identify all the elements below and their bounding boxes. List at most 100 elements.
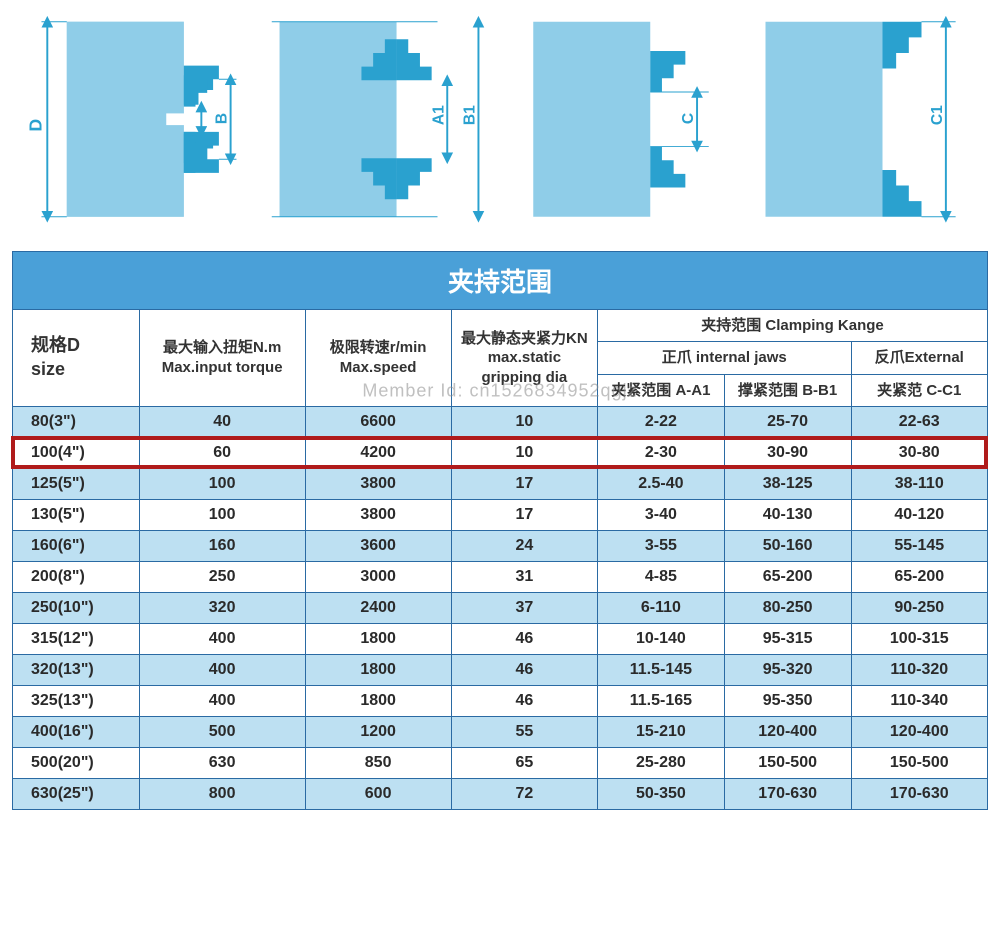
col-aa1: 夹紧范围 A-A1: [598, 374, 725, 407]
table-row: 80(3")406600102-2225-7022-63: [13, 407, 988, 438]
cell-size: 125(5"): [13, 469, 140, 500]
cell-size: 80(3"): [13, 407, 140, 438]
svg-text:A1: A1: [430, 105, 447, 125]
svg-text:D: D: [25, 119, 45, 132]
cell-speed: 6600: [305, 407, 451, 438]
cell-bb1: 95-350: [724, 686, 851, 717]
cell-size: 320(13"): [13, 655, 140, 686]
table-row: 250(10")3202400376-11080-25090-250: [13, 593, 988, 624]
cell-grip: 31: [451, 562, 597, 593]
cell-cc1: 30-80: [851, 438, 988, 469]
cell-grip: 10: [451, 438, 597, 469]
cell-torque: 160: [139, 531, 305, 562]
cell-torque: 100: [139, 500, 305, 531]
diagram-c1: C1: [746, 12, 980, 227]
cell-torque: 400: [139, 686, 305, 717]
cell-grip: 37: [451, 593, 597, 624]
cell-grip: 10: [451, 407, 597, 438]
cell-aa1: 50-350: [598, 779, 725, 810]
table-row: 315(12")40018004610-14095-315100-315: [13, 624, 988, 655]
table-row: 160(6")1603600243-5550-16055-145: [13, 531, 988, 562]
cell-bb1: 65-200: [724, 562, 851, 593]
svg-text:C: C: [680, 113, 697, 124]
cell-torque: 400: [139, 624, 305, 655]
col-size: 规格D size: [13, 309, 140, 407]
cell-aa1: 2-30: [598, 438, 725, 469]
diagram-d-a-b: D A B: [20, 12, 254, 227]
table-row: 500(20")6308506525-280150-500150-500: [13, 748, 988, 779]
cell-bb1: 25-70: [724, 407, 851, 438]
cell-torque: 500: [139, 717, 305, 748]
col-grip: 最大静态夹紧力KN max.static gripping dia: [451, 309, 597, 407]
cell-speed: 1800: [305, 655, 451, 686]
cell-cc1: 100-315: [851, 624, 988, 655]
col-internal: 正爪 internal jaws: [598, 342, 852, 375]
diagram-a1-b1: A1 B1: [262, 12, 496, 227]
table-row: 130(5")1003800173-4040-13040-120: [13, 500, 988, 531]
spec-table-wrap: Member Id: cn1526834952qgjz 夹持范围 规格D siz…: [12, 251, 988, 811]
cell-aa1: 4-85: [598, 562, 725, 593]
cell-size: 160(6"): [13, 531, 140, 562]
svg-text:B: B: [214, 113, 231, 124]
cell-bb1: 170-630: [724, 779, 851, 810]
cell-cc1: 110-320: [851, 655, 988, 686]
col-speed: 极限转速r/min Max.speed: [305, 309, 451, 407]
cell-aa1: 15-210: [598, 717, 725, 748]
cell-speed: 1800: [305, 624, 451, 655]
cell-size: 325(13"): [13, 686, 140, 717]
cell-torque: 630: [139, 748, 305, 779]
svg-text:A: A: [185, 134, 200, 144]
cell-bb1: 38-125: [724, 469, 851, 500]
cell-size: 630(25"): [13, 779, 140, 810]
cell-grip: 17: [451, 500, 597, 531]
table-row: 325(13")40018004611.5-16595-350110-340: [13, 686, 988, 717]
table-row: 320(13")40018004611.5-14595-320110-320: [13, 655, 988, 686]
cell-bb1: 150-500: [724, 748, 851, 779]
cell-aa1: 10-140: [598, 624, 725, 655]
cell-size: 315(12"): [13, 624, 140, 655]
cell-grip: 55: [451, 717, 597, 748]
cell-cc1: 90-250: [851, 593, 988, 624]
svg-text:B1: B1: [462, 105, 479, 125]
cell-bb1: 50-160: [724, 531, 851, 562]
cell-grip: 46: [451, 624, 597, 655]
cell-size: 250(10"): [13, 593, 140, 624]
cell-speed: 3000: [305, 562, 451, 593]
cell-cc1: 55-145: [851, 531, 988, 562]
cell-speed: 1800: [305, 686, 451, 717]
spec-table: 夹持范围 规格D size 最大输入扭矩N.m Max.input torque…: [12, 251, 988, 811]
cell-size: 130(5"): [13, 500, 140, 531]
cell-size: 100(4"): [13, 438, 140, 469]
diagram-c: C: [504, 12, 738, 227]
col-range-group: 夹持范围 Clamping Kange: [598, 309, 988, 342]
svg-text:C1: C1: [929, 105, 946, 125]
cell-speed: 850: [305, 748, 451, 779]
cell-aa1: 3-40: [598, 500, 725, 531]
table-row: 100(4")604200102-3030-9030-80: [13, 438, 988, 469]
cell-torque: 400: [139, 655, 305, 686]
cell-cc1: 22-63: [851, 407, 988, 438]
cell-cc1: 65-200: [851, 562, 988, 593]
cell-cc1: 120-400: [851, 717, 988, 748]
cell-aa1: 2.5-40: [598, 469, 725, 500]
cell-cc1: 150-500: [851, 748, 988, 779]
cell-speed: 1200: [305, 717, 451, 748]
cell-torque: 60: [139, 438, 305, 469]
cell-speed: 3800: [305, 500, 451, 531]
cell-aa1: 2-22: [598, 407, 725, 438]
cell-grip: 17: [451, 469, 597, 500]
col-external: 反爪External: [851, 342, 988, 375]
col-torque: 最大输入扭矩N.m Max.input torque: [139, 309, 305, 407]
cell-speed: 600: [305, 779, 451, 810]
cell-bb1: 40-130: [724, 500, 851, 531]
cell-torque: 320: [139, 593, 305, 624]
cell-bb1: 120-400: [724, 717, 851, 748]
cell-torque: 250: [139, 562, 305, 593]
table-row: 630(25")8006007250-350170-630170-630: [13, 779, 988, 810]
cell-torque: 800: [139, 779, 305, 810]
table-row: 200(8")2503000314-8565-20065-200: [13, 562, 988, 593]
cell-cc1: 40-120: [851, 500, 988, 531]
table-row: 400(16")50012005515-210120-400120-400: [13, 717, 988, 748]
cell-speed: 3600: [305, 531, 451, 562]
cell-size: 200(8"): [13, 562, 140, 593]
